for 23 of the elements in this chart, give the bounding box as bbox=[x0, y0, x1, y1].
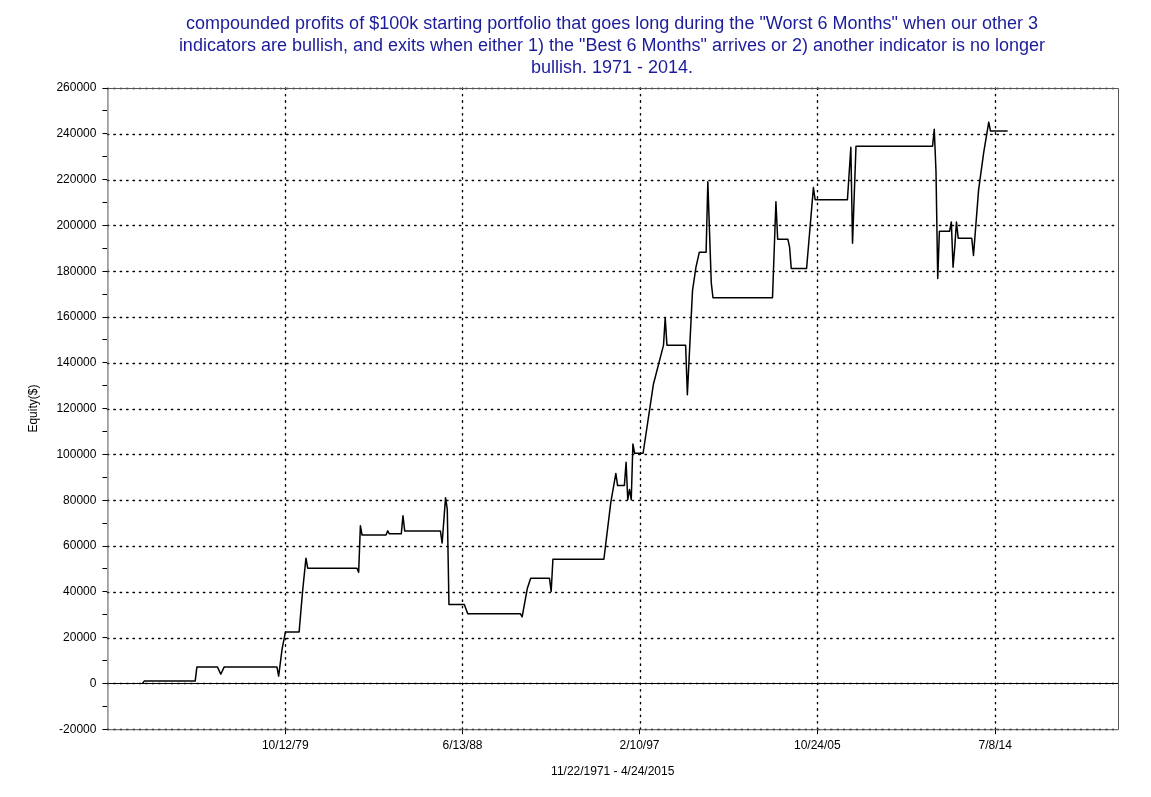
y-tick-label: 40000 bbox=[63, 584, 97, 599]
y-tick-label: -20000 bbox=[59, 721, 97, 736]
y-tick-label: 0 bbox=[89, 675, 97, 690]
y-tick-label: 100000 bbox=[56, 446, 97, 461]
y-tick-label: 200000 bbox=[56, 217, 97, 232]
y-tick-label: 160000 bbox=[56, 309, 97, 324]
y-tick-label: 20000 bbox=[63, 629, 97, 644]
x-axis-title: 11/22/1971 - 4/24/2015 bbox=[551, 764, 675, 779]
y-tick-label: 140000 bbox=[56, 355, 97, 370]
y-tick-label: 260000 bbox=[56, 80, 97, 95]
y-tick-label: 220000 bbox=[56, 171, 97, 186]
x-tick-label: 10/24/05 bbox=[793, 737, 842, 752]
y-tick-label: 120000 bbox=[56, 400, 97, 415]
y-tick-label: 180000 bbox=[56, 263, 97, 278]
y-tick-label: 80000 bbox=[63, 492, 97, 507]
chart-title: compounded profits of $100k starting portfolio that goes long during the "Worst 6 Months" when our other 3 indicators are bullish, and exits when either 1) the "Best 6 Months" arrives or 2) another indicator is no longer bullish. 1971 - 2014. bbox=[177, 12, 1047, 78]
x-tick-label: 10/12/79 bbox=[261, 737, 309, 752]
y-axis-title: Equity($) bbox=[25, 384, 40, 433]
y-tick-label: 240000 bbox=[56, 126, 97, 141]
x-tick-label: 7/8/14 bbox=[978, 737, 1013, 752]
y-tick-label: 60000 bbox=[63, 538, 97, 553]
x-tick-label: 6/13/88 bbox=[442, 737, 483, 752]
x-tick-label: 2/10/97 bbox=[619, 737, 660, 752]
